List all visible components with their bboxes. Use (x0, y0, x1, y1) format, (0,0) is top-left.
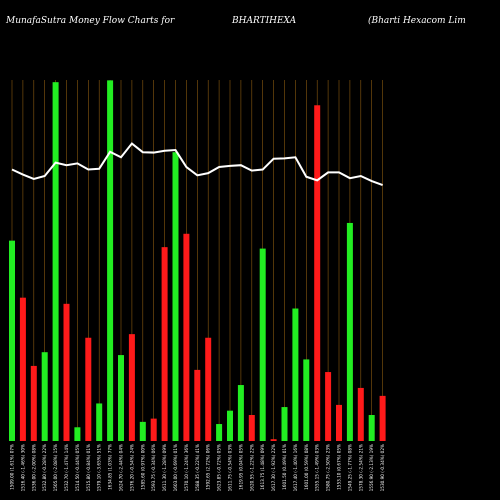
bar (379, 395, 386, 441)
tick-label: 1593.75 (-0.34%) 06% (151, 444, 156, 491)
tick-label: 1532.70 (-1.47%) 14% (64, 444, 69, 491)
bar (248, 415, 255, 441)
bar (325, 372, 332, 441)
bar (292, 308, 299, 441)
bar (237, 385, 244, 441)
tick-label: 1617.40 (-1.40%) 16% (293, 444, 298, 491)
tick-label: 1570.10 (-1.24%) 36% (184, 444, 189, 491)
bar (281, 407, 288, 441)
tick-label: 1611.75 (-0.54%) 03% (228, 444, 233, 491)
tick-label: 1532.80 (-0.28%) 22% (42, 444, 47, 491)
tick-label: 1516.40 (-1.46%) 30% (20, 444, 25, 491)
bar (216, 424, 223, 441)
tick-label: 1555.15 (-1.49%) 03% (315, 444, 320, 491)
bar (259, 248, 266, 441)
tick-label: 1634.85 (1.03%) 77% (108, 444, 113, 490)
bar (9, 240, 15, 441)
bar (96, 403, 103, 441)
bar (85, 337, 92, 441)
bar (139, 421, 146, 441)
tick-label: 1515.80 (-0.84%) 01% (86, 444, 91, 491)
bar (161, 247, 168, 441)
tick-label: 1509.00 (1.61%) 07% (10, 444, 15, 490)
bar (270, 439, 277, 441)
tick-label: 1619.95 (0.04%) 05% (238, 444, 243, 490)
bar (150, 418, 157, 441)
bar (63, 303, 70, 441)
tick-label: 1617.30 (-1.92%) 22% (271, 444, 276, 491)
tick-label: 1601.50 (0.49%) 01% (282, 444, 287, 490)
chart-company: (Bharti Hexacom Lim (368, 16, 466, 26)
tick-label: 1592.65 (2.72%) 06% (206, 444, 211, 490)
bar (118, 355, 124, 441)
tick-label: 1514.50 (-0.44%) 05% (75, 444, 80, 491)
tick-label: 1601.00 (0.59%) 08% (304, 444, 309, 490)
bar (107, 80, 114, 442)
bar (52, 82, 59, 441)
tick-label: 1611.30 (-1.28%) 09% (162, 444, 167, 491)
tick-label: 1576.20 (-0.54%) 24% (129, 444, 134, 491)
bar (227, 410, 233, 441)
tick-label: 1549.25 (-1.77%) 08% (347, 444, 352, 491)
tick-label: 1553.10 (0.67%) 05% (337, 444, 342, 490)
bar (183, 233, 190, 441)
tick-label: 1530.90 (-0.34%) 02% (380, 444, 385, 491)
chart-title: MunafaSutra Money Flow Charts for (6, 16, 175, 26)
tick-label: 1624.70 (-2.44%) 04% (119, 444, 124, 491)
bar (368, 415, 375, 441)
bar (194, 369, 201, 441)
bar (303, 359, 310, 441)
series-line (11, 142, 383, 186)
bar (205, 337, 212, 441)
bar (336, 404, 342, 441)
bar (357, 387, 364, 441)
bar (128, 334, 135, 441)
bar (19, 297, 26, 441)
bar (41, 352, 48, 441)
tick-label: 1579.10 (-3.65%) 51% (97, 444, 102, 491)
tick-label: 1588.35 (-0.22%) 41% (195, 444, 200, 491)
bar (314, 105, 321, 442)
tick-label: 1585.60 (0.97%) 00% (140, 444, 145, 490)
tick-label: 1603.00 (-0.69%) 01% (173, 444, 178, 491)
chart-symbol: BHARTIHEXA (232, 16, 297, 26)
bar (346, 222, 353, 441)
bar (172, 152, 179, 441)
tick-label: 1556.90 (-2.13%) 19% (369, 444, 374, 491)
tick-label: 1505.00 (-2.08%) 15% (53, 444, 58, 491)
tick-label: 1580.75 (-2.50%) 23% (326, 444, 331, 491)
bar (30, 365, 37, 441)
tick-label: 1620.55 (-1.22%) 22% (249, 444, 254, 491)
tick-label: 1536.00 (-2.00%) 08% (31, 444, 36, 491)
tick-label: 1578.30 (-2.54%) 21% (358, 444, 363, 491)
tick-label: 1613.75 (1.48%) 09% (260, 444, 265, 490)
bar (74, 427, 81, 441)
tick-label: 1623.85 (-0.72%) 05% (217, 444, 222, 491)
